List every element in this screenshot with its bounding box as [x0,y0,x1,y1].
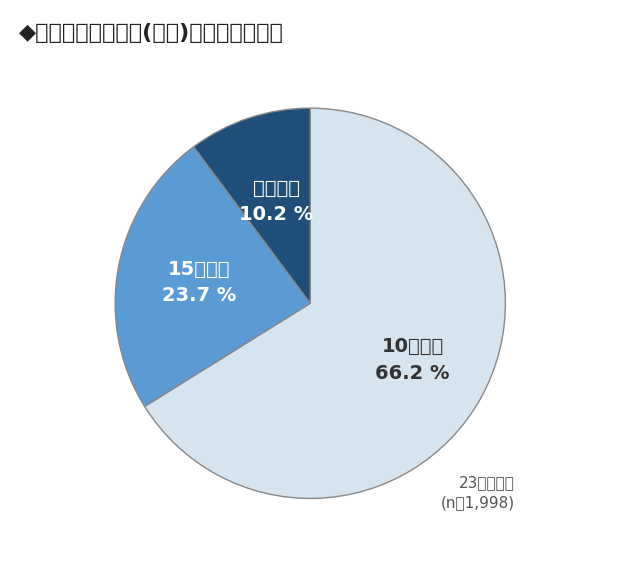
Text: それ以上
10.2 %: それ以上 10.2 % [239,179,314,224]
Wedge shape [115,147,310,407]
Text: 15分以内
23.7 %: 15分以内 23.7 % [162,260,236,305]
Wedge shape [145,108,506,498]
Text: ◆自宅から最寄り駅(電車)までの徒歩時間: ◆自宅から最寄り駅(電車)までの徒歩時間 [19,23,284,43]
Text: 10分以内
66.2 %: 10分以内 66.2 % [375,338,450,383]
Wedge shape [194,108,310,304]
Text: 23区在住者
(n＝1,998): 23区在住者 (n＝1,998) [441,475,515,510]
